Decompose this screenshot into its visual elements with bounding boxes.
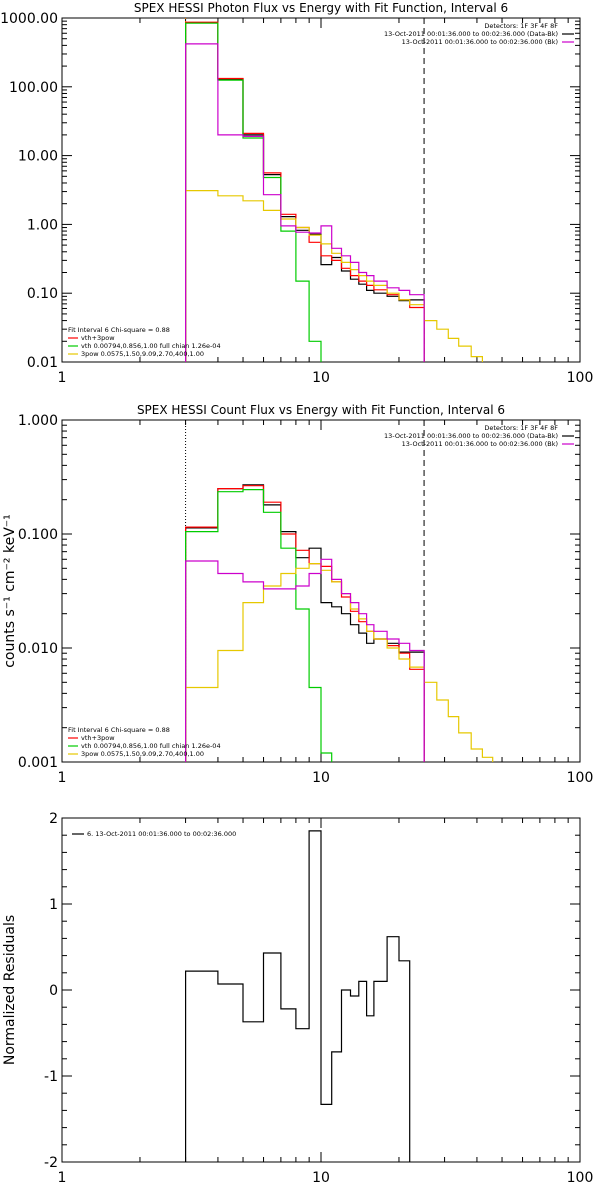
- y-tick-label: -1: [44, 1069, 58, 1085]
- y-tick-label: 1.000: [18, 413, 58, 429]
- chart-panel-1: SPEX HESSI Photon Flux vs Energy with Fi…: [0, 1, 593, 386]
- x-tick-label: 1: [58, 770, 67, 786]
- legend-bottom-left: Fit Interval 6 Chi-square = 0.88vth+3pow…: [68, 326, 221, 358]
- series-vth-3pow: [185, 21, 425, 362]
- legend-entry: Fit Interval 6 Chi-square = 0.88: [68, 726, 170, 734]
- x-tick-label: 10: [312, 770, 330, 786]
- plot-frame: [61, 17, 581, 363]
- plot-area: [185, 484, 494, 762]
- y-tick-label: 1.00: [27, 217, 58, 233]
- legend-entry: 13-Oct-2011 00:01:36.000 to 00:02:36.000…: [384, 432, 558, 440]
- x-tick-label: 10: [312, 1170, 330, 1186]
- y-tick-label: 1000.00: [0, 11, 58, 27]
- y-tick-label: 1: [49, 897, 58, 913]
- legend-entry: 3pow 0.0575,1.50,9.09,2.70,400,1.00: [81, 350, 204, 358]
- legend-entry: Fit Interval 6 Chi-square = 0.88: [68, 326, 170, 334]
- legend-entry: vth 0.00794,0.856,1.00 full chian 1.26e-…: [81, 342, 221, 350]
- y-axis-label: Normalized Residuals: [2, 915, 18, 1065]
- chart-panel-2: SPEX HESSI Count Flux vs Energy with Fit…: [2, 403, 593, 786]
- x-axis: 1 10 100: [58, 420, 594, 786]
- series-bk: [185, 558, 425, 762]
- y-tick-label: 10.00: [18, 149, 58, 165]
- x-axis: 1 10 100: [58, 818, 594, 1186]
- y-tick-label: 0.100: [18, 527, 58, 543]
- x-tick-label: 1: [58, 370, 67, 386]
- legend-entry: vth+3pow: [81, 334, 115, 342]
- series-data-bk: [185, 484, 425, 762]
- legend-entry: vth 0.00794,0.856,1.00 full chian 1.26e-…: [81, 742, 221, 750]
- y-axis: 2 1 0 -1 -2: [44, 811, 580, 1171]
- y-axis: 1000.00 100.00 10.00 1.00 0.10 0.01: [0, 11, 580, 371]
- x-axis: 1 10 100: [58, 18, 594, 386]
- legend-entry: vth+3pow: [81, 734, 115, 742]
- legend-entry: Detectors: 1F 3F 4F 8F: [484, 22, 558, 30]
- legend-top-left: 6. 13-Oct-2011 00:01:36.000 to 00:02:36.…: [72, 830, 236, 838]
- y-tick-label: 0.10: [27, 286, 58, 302]
- series-3pow: [185, 190, 483, 362]
- y-tick-label: 0.001: [18, 755, 58, 771]
- x-tick-label: 100: [567, 770, 594, 786]
- x-tick-label: 100: [567, 370, 594, 386]
- plot-area: [185, 830, 411, 1162]
- y-tick-label: 100.00: [9, 80, 58, 96]
- x-tick-label: 1: [58, 1170, 67, 1186]
- chart-title: SPEX HESSI Count Flux vs Energy with Fit…: [137, 403, 505, 417]
- x-tick-label: 100: [567, 1170, 594, 1186]
- y-axis-label: counts s⁻¹ cm⁻² keV⁻¹: [2, 514, 18, 668]
- series-vth: [185, 22, 322, 362]
- y-tick-label: 0.010: [18, 641, 58, 657]
- series-vth: [185, 489, 333, 762]
- y-tick-label: 2: [49, 811, 58, 827]
- legend-entry: 13-Oct-2011 00:01:36.000 to 00:02:36.000…: [402, 440, 558, 448]
- y-tick-label: 0.01: [27, 355, 58, 371]
- series-residuals: [185, 830, 411, 1162]
- y-tick-label: -2: [44, 1155, 58, 1171]
- legend-entry: 13-Oct-2011 00:01:36.000 to 00:02:36.000…: [384, 30, 558, 38]
- legend-entry: 6. 13-Oct-2011 00:01:36.000 to 00:02:36.…: [87, 830, 236, 838]
- x-tick-label: 10: [312, 370, 330, 386]
- chart-title: SPEX HESSI Photon Flux vs Energy with Fi…: [134, 1, 508, 15]
- y-tick-label: 0: [49, 983, 58, 999]
- legend-bottom-left: Fit Interval 6 Chi-square = 0.88vth+3pow…: [68, 726, 221, 758]
- legend-entry: Detectors: 1F 3F 4F 8F: [484, 424, 558, 432]
- legend-entry: 3pow 0.0575,1.50,9.09,2.70,400,1.00: [81, 750, 204, 758]
- y-axis: 1.000 0.100 0.010 0.001: [18, 413, 580, 771]
- legend-entry: 13-Oct-2011 00:01:36.000 to 00:02:36.000…: [402, 38, 558, 46]
- plot-area: [185, 21, 483, 362]
- series-vth-3pow: [185, 485, 425, 762]
- series-bk: [185, 43, 425, 362]
- series-data-bk: [185, 22, 425, 362]
